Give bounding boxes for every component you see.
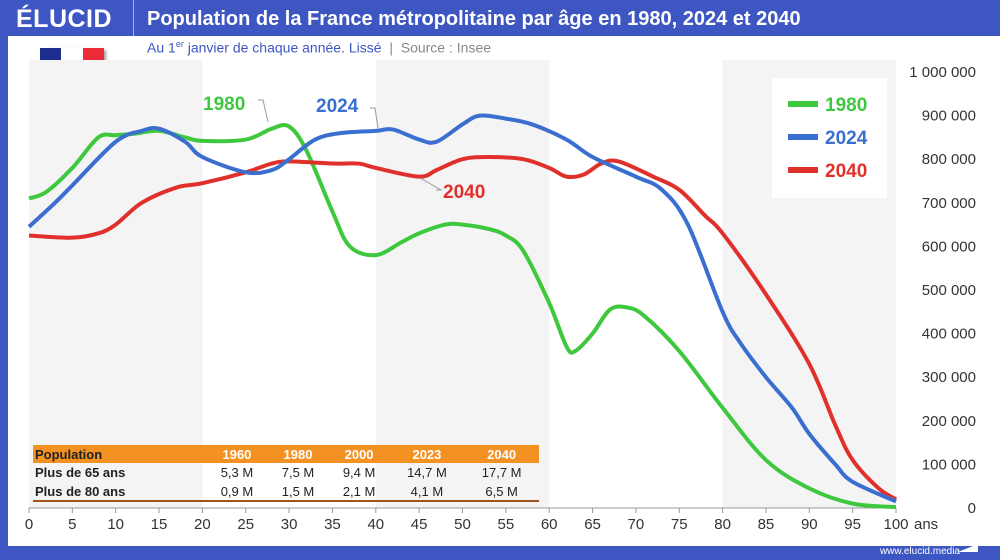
x-tick-label: 55	[498, 516, 515, 533]
table-header: 2000	[328, 445, 390, 463]
y-tick-label: 900 000	[922, 108, 976, 125]
subtitle-sup: er	[175, 39, 184, 49]
x-axis-label: ans	[914, 516, 938, 533]
subtitle-text: Au 1	[147, 39, 176, 56]
table-cell: 6,5 M	[485, 483, 518, 499]
subtitle-text-2: janvier de chaque année. Lissé	[183, 39, 382, 56]
x-tick-label: 35	[324, 516, 341, 533]
table-cell: 7,5 M	[281, 465, 315, 480]
x-tick-label: 45	[411, 516, 428, 533]
series-label: 1980	[203, 94, 245, 115]
chart-title: Population de la France métropolitaine p…	[147, 8, 801, 30]
series-label: 2040	[443, 182, 485, 203]
logo: ÉLUCID	[16, 5, 113, 33]
elucid-mark-icon	[958, 544, 978, 552]
x-tick-label: 100	[883, 516, 908, 533]
table-cell: 5,3 M	[220, 465, 254, 480]
subtitle: Au 1er janvier de chaque année. Lissé | …	[147, 39, 491, 56]
table-header: 2023	[389, 445, 465, 463]
x-tick-label: 50	[454, 516, 471, 533]
table-row: Plus de 80 ans 0,9 M 1,5 M 2,1 M 4,1 M 6,5 M	[33, 482, 539, 501]
y-tick-label: 400 000	[922, 326, 976, 343]
table-cell: 4,1 M	[410, 483, 444, 499]
table-header: Population	[33, 445, 207, 463]
x-tick-label: 70	[628, 516, 645, 533]
label-leader	[370, 107, 379, 129]
source: Source : Insee	[400, 39, 492, 56]
y-tick-label: 300 000	[922, 369, 976, 386]
x-tick-label: 80	[714, 516, 731, 533]
x-tick-label: 40	[367, 516, 384, 533]
y-tick-label: 700 000	[922, 195, 976, 212]
x-tick-label: 30	[281, 516, 298, 533]
x-tick-label: 90	[801, 516, 818, 533]
y-tick-label: 800 000	[922, 151, 976, 168]
x-tick-label: 0	[25, 516, 33, 533]
x-tick-label: 25	[237, 516, 254, 533]
table-cell: 9,4 M	[342, 465, 376, 480]
table-header: 1960	[206, 445, 268, 463]
y-tick-label: 0	[968, 500, 976, 517]
label-leader	[419, 177, 443, 191]
x-tick-label: 65	[584, 516, 601, 533]
series-label: 2024	[316, 96, 359, 117]
x-tick-label: 60	[541, 516, 558, 533]
stats-table: Population 1960 1980 2000 2023 2040 Plus de 6…	[33, 445, 539, 502]
x-tick-label: 10	[107, 516, 124, 533]
x-tick-label: 5	[68, 516, 76, 533]
x-tick-label: 95	[844, 516, 861, 533]
table-cell: Plus de 80 ans	[35, 483, 126, 499]
y-tick-label: 100 000	[922, 456, 976, 473]
subtitle-sep: |	[389, 39, 393, 56]
background-band	[375, 60, 550, 508]
y-tick-label: 1 000 000	[909, 64, 976, 81]
table-cell: Plus de 65 ans	[35, 465, 126, 480]
legend-item: 1980	[825, 95, 867, 116]
x-tick-label: 75	[671, 516, 688, 533]
table-header: 2040	[464, 445, 539, 463]
series-line-1980	[28, 123, 897, 510]
x-tick-label: 20	[194, 516, 211, 533]
header: ÉLUCID Population de la France métropoli…	[0, 0, 1000, 36]
x-tick-label: 15	[151, 516, 168, 533]
x-tick-label: 85	[758, 516, 775, 533]
label-leader	[258, 99, 269, 123]
y-tick-label: 500 000	[922, 282, 976, 299]
table-cell: 14,7 M	[407, 465, 447, 480]
legend-item: 2040	[825, 161, 867, 182]
footer-url[interactable]: www.elucid.media	[879, 546, 960, 557]
table-cell: 0,9 M	[220, 483, 254, 499]
table-cell: 1,5 M	[281, 483, 315, 499]
series-line-2040	[28, 155, 898, 502]
background-band	[29, 60, 203, 508]
table-row: Plus de 65 ans 5,3 M 7,5 M 9,4 M 14,7 M 17,7 …	[33, 463, 539, 482]
divider	[133, 0, 134, 36]
legend-item: 2024	[825, 128, 868, 149]
y-tick-label: 600 000	[922, 238, 976, 255]
y-tick-label: 200 000	[922, 413, 976, 430]
table-cell: 2,1 M	[342, 483, 376, 499]
table-header: 1980	[267, 445, 329, 463]
table-cell: 17,7 M	[481, 465, 522, 480]
series-line-2024	[27, 113, 897, 504]
